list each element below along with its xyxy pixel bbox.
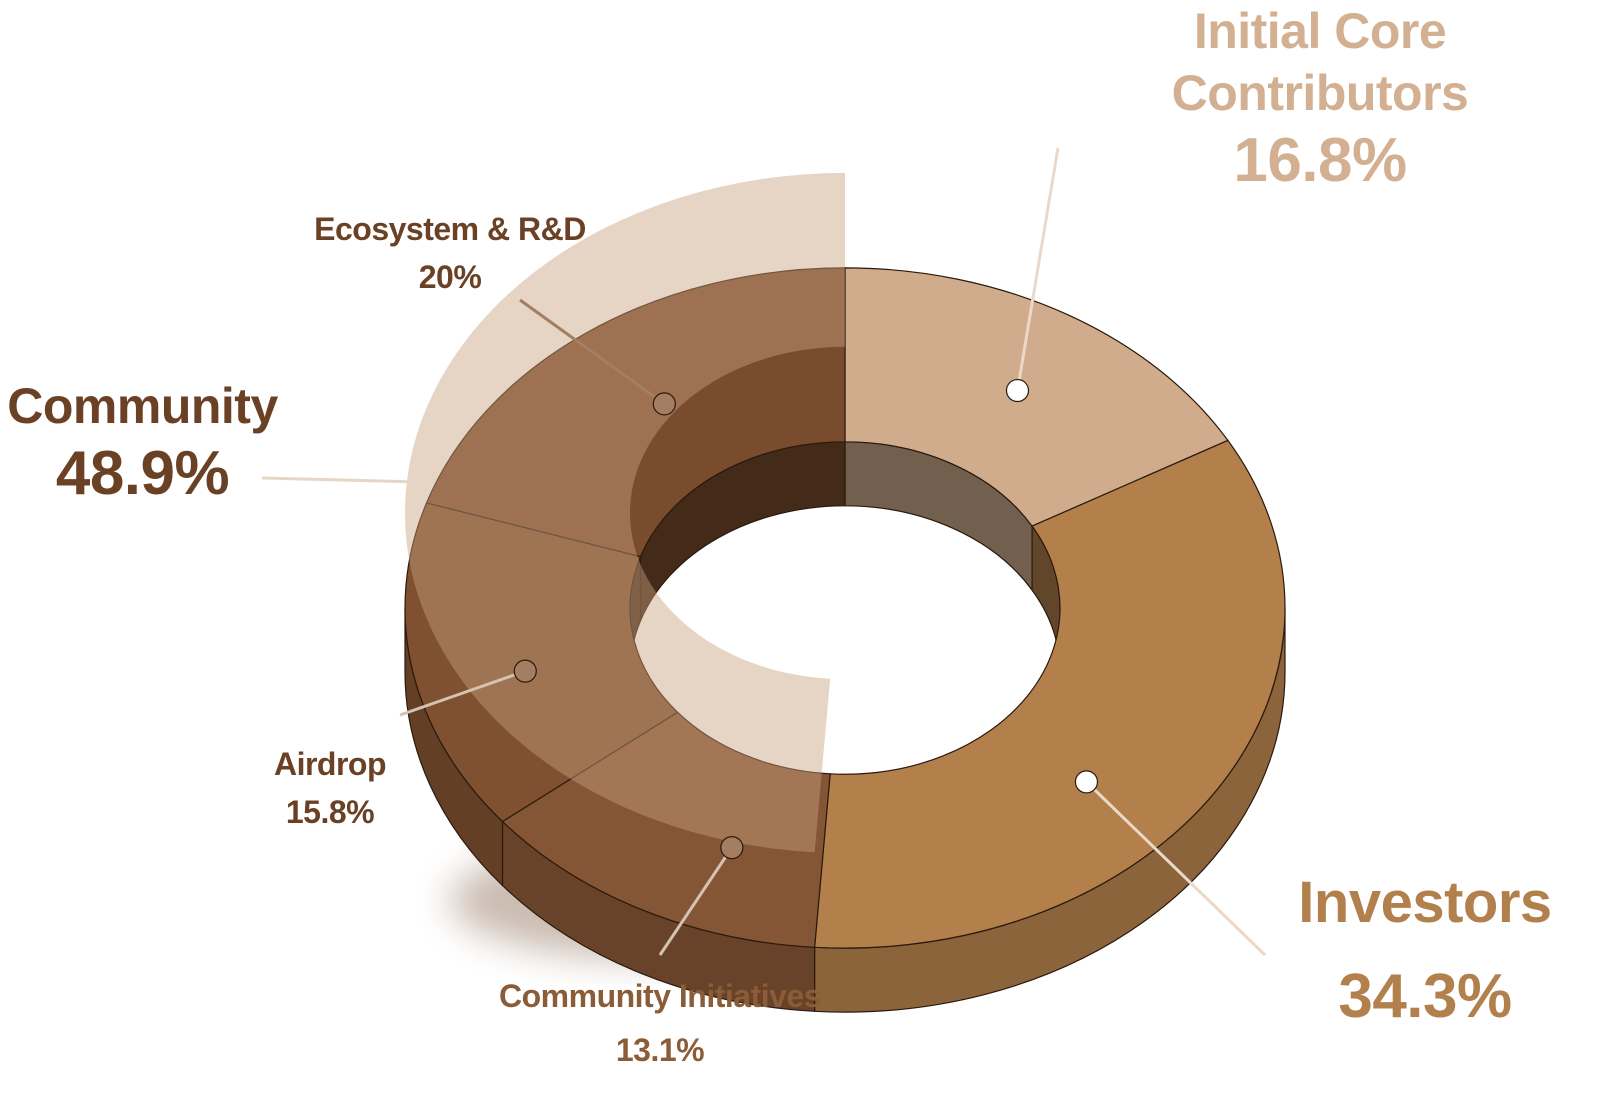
leader-line-investors: [1085, 780, 1267, 957]
slice-investors: [813, 439, 1286, 949]
leader-line-airdrop: [399, 669, 526, 717]
leader-lines: [261, 147, 1267, 957]
label-initial-core-contributors: Initial Core Contributors 16.8%: [1160, 0, 1480, 198]
slice-airdrop: [404, 502, 679, 823]
label-airdrop-pct: 15.8%: [285, 794, 375, 830]
label-community-initiatives: Community Initiatives 13.1%: [470, 972, 850, 1074]
label-ecosystem: Ecosystem & R&D 20%: [290, 205, 610, 301]
label-investors: Investors 34.3%: [1290, 870, 1560, 1034]
label-core-pct: 16.8%: [1233, 126, 1407, 195]
community-overlay: [405, 172, 845, 853]
marker-dot-initiatives: [720, 836, 744, 860]
marker-dot-core: [1005, 378, 1030, 403]
label-core-name-line1: Initial Core: [1193, 3, 1447, 59]
leader-line-initiatives: [658, 846, 734, 956]
label-ecosystem-name: Ecosystem & R&D: [314, 211, 586, 247]
leader-line-community: [261, 476, 421, 484]
community-exploded-layer: [405, 172, 845, 853]
leader-line-ecosystem: [519, 298, 666, 406]
label-initiatives-pct: 13.1%: [615, 1032, 705, 1068]
marker-dot-airdrop: [513, 659, 537, 683]
slice-core: [844, 267, 1229, 527]
label-airdrop-name: Airdrop: [273, 746, 387, 782]
label-core-name-line2: Contributors: [1171, 65, 1469, 121]
leader-line-core: [1016, 147, 1060, 391]
marker-dot-ecosystem: [652, 392, 676, 416]
label-initiatives-name: Community Initiatives: [499, 978, 822, 1014]
label-community: Community 48.9%: [0, 375, 285, 511]
donut-tops: [404, 267, 1286, 949]
marker-dot-investors: [1074, 770, 1099, 794]
slice-ecosystem: [425, 267, 846, 558]
label-ecosystem-pct: 20%: [418, 259, 482, 295]
label-airdrop: Airdrop 15.8%: [250, 740, 410, 836]
label-community-name: Community: [7, 378, 278, 434]
label-investors-pct: 34.3%: [1338, 962, 1512, 1031]
label-investors-name: Investors: [1298, 870, 1552, 935]
label-community-pct: 48.9%: [55, 439, 230, 508]
